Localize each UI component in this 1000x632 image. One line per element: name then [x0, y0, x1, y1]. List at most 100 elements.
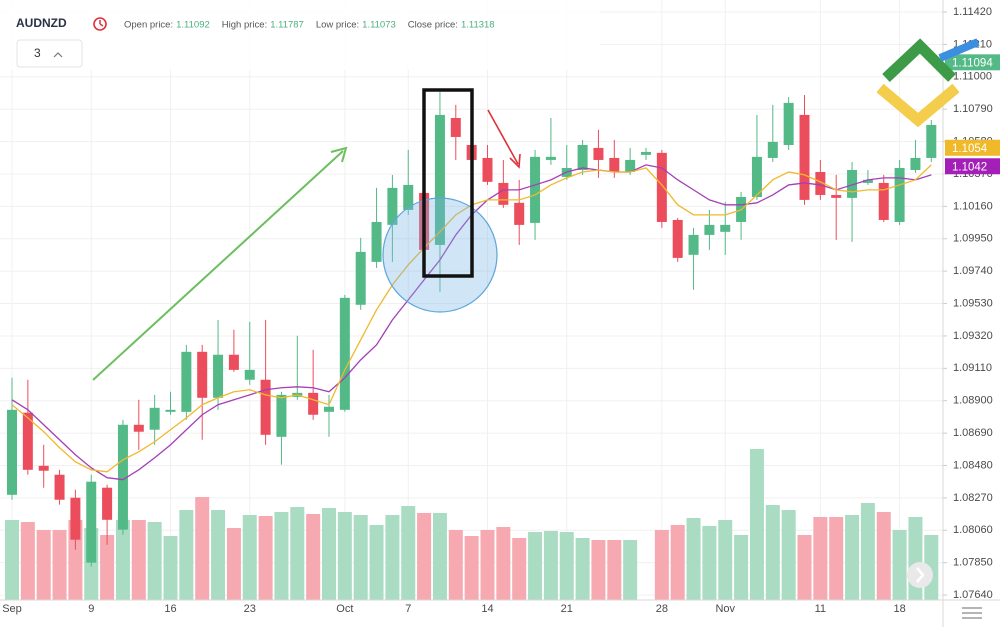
volume-bar — [718, 520, 733, 600]
candle-body — [609, 157, 620, 172]
candle-body — [831, 194, 842, 198]
y-tick-label: 1.08900 — [953, 395, 993, 407]
candle-body — [625, 159, 636, 172]
symbol: AUDNZD — [16, 16, 67, 30]
volume-bar — [829, 517, 844, 600]
candle-body — [847, 169, 858, 198]
ohlc-fields: Open price: 1.11092 High price: 1.11787 Low … — [124, 20, 495, 31]
price-marker-label: 1.1042 — [952, 161, 987, 173]
highlight-box — [422, 88, 474, 278]
volume-bar — [654, 530, 669, 600]
x-tick-label: 9 — [88, 603, 94, 615]
price-marker-label: 1.11094 — [952, 57, 993, 69]
y-tick-label: 1.10160 — [953, 200, 993, 212]
volume-bar — [179, 510, 194, 600]
candle-body — [894, 167, 905, 222]
y-tick-label: 1.09740 — [953, 265, 993, 277]
volume-bar — [496, 527, 511, 600]
volume-bar — [147, 522, 162, 600]
volume-bar — [623, 540, 638, 600]
volume-bar — [369, 525, 384, 600]
candle-body — [213, 354, 224, 398]
y-tick-label: 1.09530 — [953, 297, 993, 309]
candle-body — [117, 424, 128, 530]
trend-arrow — [92, 150, 344, 381]
volume-bar — [211, 510, 226, 600]
candle-body — [7, 409, 17, 495]
y-tick-label: 1.08690 — [953, 427, 993, 439]
x-tick-label: 14 — [481, 603, 493, 615]
candle-body — [751, 156, 762, 197]
field-label: Close price: — [408, 20, 458, 31]
volume-bar — [749, 449, 764, 600]
candle-body — [355, 251, 366, 305]
candle-body — [276, 394, 287, 437]
volume-bar — [115, 520, 130, 600]
volume-bar — [781, 510, 796, 600]
candles — [7, 91, 937, 567]
candle-body — [434, 114, 445, 245]
volume-bar — [528, 532, 543, 600]
interval-selector[interactable] — [16, 39, 83, 68]
candle-body — [926, 124, 937, 158]
candle-body — [339, 297, 350, 410]
candle-body — [783, 102, 794, 145]
candle-body — [704, 224, 715, 235]
volume-bar — [607, 540, 622, 600]
candle-body — [498, 182, 509, 205]
volume-bar — [195, 497, 210, 600]
candle-body — [54, 474, 65, 500]
candle-body — [688, 234, 699, 255]
volume-bar — [860, 503, 875, 600]
volume-bar — [686, 518, 701, 600]
x-tick-label: Oct — [336, 603, 353, 615]
candle-body — [102, 487, 113, 520]
candle-body — [593, 147, 604, 160]
volume-bar — [543, 531, 558, 600]
y-tick-label: 1.11420 — [953, 6, 992, 18]
volume-bar — [306, 514, 321, 600]
field-label: High price: — [222, 20, 267, 31]
volume-bar — [892, 530, 907, 600]
y-tick-label: 1.09320 — [953, 330, 993, 342]
candle-body — [22, 412, 33, 470]
volume-bar — [559, 532, 574, 600]
y-tick-label: 1.08270 — [953, 492, 993, 504]
volume-bar — [591, 540, 606, 600]
x-tick-label: 18 — [893, 603, 905, 615]
x-tick-label: 7 — [405, 603, 411, 615]
candle-body — [450, 117, 461, 137]
candle-body — [165, 409, 176, 412]
candle-body — [197, 351, 208, 398]
candle-body — [656, 152, 667, 222]
trend-arrow-head — [330, 146, 348, 163]
volume-bar — [52, 530, 67, 600]
alert-icon[interactable] — [93, 17, 107, 31]
y-tick-label: 1.07640 — [953, 589, 993, 601]
scroll-button[interactable] — [907, 562, 933, 588]
volume-bar — [226, 528, 241, 600]
candle-body — [720, 224, 731, 232]
settings-icon[interactable] — [962, 607, 982, 619]
volume-bar — [734, 535, 749, 600]
volume-bar — [322, 508, 336, 600]
volume-bar — [100, 535, 115, 600]
candle-body — [181, 351, 192, 412]
x-tick-label: 23 — [244, 603, 256, 615]
x-tick-label: 28 — [656, 603, 668, 615]
volume-bar — [480, 530, 495, 600]
volume-bar — [575, 538, 590, 600]
volume-bar — [36, 530, 51, 600]
y-tick-label: 1.10790 — [953, 103, 993, 115]
volume-bar — [401, 506, 416, 600]
volume-bar — [765, 505, 780, 600]
candle-body — [244, 369, 255, 380]
candle-body — [641, 151, 651, 155]
field-value: 1.11073 — [362, 20, 396, 31]
volume-bar — [20, 522, 35, 600]
volume-bar — [464, 536, 479, 600]
candle-body — [86, 481, 97, 563]
y-tick-label: 1.07850 — [953, 557, 993, 569]
candle-body — [403, 184, 414, 210]
candle-body — [878, 182, 889, 220]
